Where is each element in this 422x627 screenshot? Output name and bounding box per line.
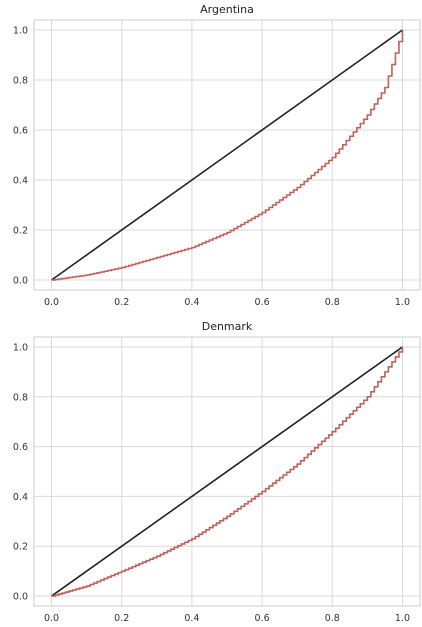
lorenz-curve <box>51 346 404 597</box>
y-tick-label: 0.4 <box>13 492 28 503</box>
x-tick-label: 0.0 <box>44 613 59 624</box>
plot-frame <box>33 336 421 607</box>
y-tick-label: 0.0 <box>13 592 28 603</box>
y-tick-label: 0.6 <box>13 126 28 137</box>
y-tick-label: 0.8 <box>13 392 28 403</box>
x-tick-label: 1.0 <box>395 613 410 624</box>
x-tick-label: 1.0 <box>395 297 410 308</box>
y-tick-label: 0.8 <box>13 76 28 87</box>
y-tick-label: 0.0 <box>13 276 28 287</box>
x-tick-label: 0.6 <box>255 613 270 624</box>
y-tick-label: 0.4 <box>13 176 28 187</box>
y-tick-label: 1.0 <box>13 342 28 353</box>
x-tick-label: 0.0 <box>44 297 59 308</box>
equality-line <box>51 346 403 597</box>
chart-title: Argentina <box>200 3 254 16</box>
x-tick-label: 0.8 <box>325 297 340 308</box>
x-tick-label: 0.4 <box>184 613 199 624</box>
chart-argentina: 0.0 0.2 0.4 0.6 0.8 1.0 0.0 0.2 0.4 0.6 0.8 1.0 Arge… <box>13 3 421 308</box>
chart-denmark: 0.0 0.2 0.4 0.6 0.8 1.0 0.0 0.2 0.4 0.6 0.8 1.0 Denm… <box>13 320 421 624</box>
plot-frame <box>33 19 421 291</box>
x-tick-label: 0.4 <box>184 297 199 308</box>
y-tick-label: 0.2 <box>13 226 28 237</box>
x-tick-label: 0.6 <box>255 297 270 308</box>
y-tick-label: 0.6 <box>13 442 28 453</box>
y-tick-label: 1.0 <box>13 26 28 37</box>
x-tick-label: 0.8 <box>325 613 340 624</box>
x-tick-label: 0.2 <box>114 297 129 308</box>
lorenz-curve <box>51 30 404 281</box>
equality-line <box>51 29 403 281</box>
chart-title: Denmark <box>202 320 253 333</box>
x-tick-label: 0.2 <box>114 613 129 624</box>
y-tick-label: 0.2 <box>13 542 28 553</box>
